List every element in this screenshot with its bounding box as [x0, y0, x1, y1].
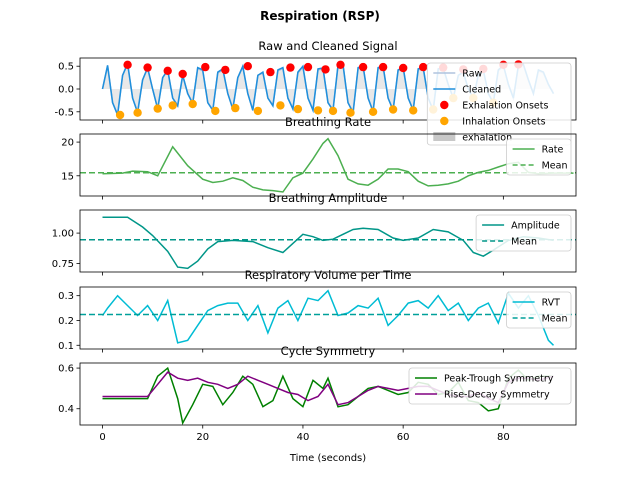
- x-tick-label: 20: [196, 432, 209, 443]
- legend-label: Exhalation Onsets: [462, 101, 548, 112]
- exhalation-onsets-point: [163, 66, 172, 76]
- panel-plot-area: [80, 289, 576, 346]
- exhalation-onsets-point: [201, 62, 210, 72]
- inhalation-onsets-point: [153, 104, 162, 113]
- legend: Amplitude Mean: [475, 214, 572, 252]
- y-tick-label: 1.00: [52, 229, 74, 240]
- exhalation-onsets-point: [286, 63, 295, 72]
- x-tick-label: 40: [297, 432, 310, 443]
- exhalation-onsets-point: [221, 65, 230, 75]
- panel-title: Respiratory Volume per Time: [245, 268, 412, 282]
- panel-title: Breathing Rate: [285, 115, 371, 129]
- y-tick-label: 20: [61, 138, 74, 149]
- legend-box: [475, 214, 572, 252]
- exhalation-onsets-point: [419, 62, 428, 72]
- legend-swatch: [433, 132, 456, 141]
- exhalation-onsets-point: [243, 61, 252, 71]
- inhalation-onsets-point: [346, 108, 355, 117]
- x-tick-label: 80: [497, 432, 510, 443]
- panel-frame: [79, 362, 577, 426]
- panel-frame: [79, 209, 577, 273]
- inhalation-onsets-point: [409, 106, 418, 115]
- y-tick-label: 0.6: [58, 364, 74, 375]
- inhalation-onsets-point: [276, 101, 285, 110]
- legend-label: Raw: [462, 69, 482, 80]
- legend-label: Mean: [511, 237, 537, 248]
- exhalation-onsets-point: [399, 63, 408, 73]
- exhalation-onsets-point: [303, 62, 313, 72]
- panel-frame: [79, 133, 577, 197]
- series-line-rate: [102, 137, 574, 193]
- inhalation-onsets-point: [253, 106, 263, 116]
- panel-title: Raw and Cleaned Signal: [258, 39, 397, 53]
- legend-label: Rise-Decay Symmetry: [444, 390, 550, 401]
- legend-label: RVT: [542, 298, 561, 309]
- legend: Peak-Trough Symmetry Rise-Decay Symmetry: [408, 367, 572, 405]
- x-tick-label: 60: [397, 432, 410, 443]
- legend-swatch: [440, 100, 449, 110]
- y-tick-label: 0.5: [58, 62, 74, 73]
- legend: Rate Mean: [506, 138, 572, 176]
- y-tick-label: 0.3: [58, 291, 74, 302]
- inhalation-onsets-point: [168, 101, 177, 110]
- legend-box: [506, 138, 572, 176]
- panel-plot-area: [80, 137, 576, 193]
- exhalation-onsets-point: [378, 62, 388, 72]
- y-tick-label: 15: [61, 171, 74, 182]
- figure-suptitle: Respiration (RSP): [260, 9, 380, 23]
- exhalation-onsets-point: [266, 67, 275, 77]
- inhalation-onsets-point: [328, 106, 338, 116]
- y-tick-label: -0.5: [54, 107, 74, 118]
- y-tick-label: 0.75: [52, 259, 74, 270]
- legend: RVT Mean: [506, 291, 572, 329]
- exhalation-onsets-point: [321, 65, 330, 74]
- panel-title: Breathing Amplitude: [269, 191, 388, 205]
- panel-title: Cycle Symmetry: [281, 344, 376, 358]
- y-tick-label: 0.2: [58, 316, 74, 327]
- exhalation-onsets-point: [123, 60, 132, 69]
- legend-label: Cleaned: [462, 85, 501, 96]
- exhalation-onsets-point: [358, 62, 368, 72]
- exhalation-onsets-point: [336, 60, 345, 69]
- exhalation-onsets-point: [143, 63, 152, 72]
- inhalation-onsets-point: [115, 110, 125, 120]
- legend-label: Rate: [542, 145, 564, 156]
- legend-label: Mean: [542, 161, 568, 172]
- y-tick-label: 0.1: [58, 341, 74, 352]
- inhalation-onsets-point: [133, 108, 142, 117]
- inhalation-onsets-point: [231, 103, 240, 113]
- legend-swatch: [440, 116, 449, 126]
- panel-plot-area: [80, 216, 576, 270]
- legend-label: Amplitude: [511, 221, 560, 232]
- legend-label: Peak-Trough Symmetry: [444, 374, 554, 385]
- legend-label: Mean: [542, 314, 568, 325]
- x-tick-label: 0: [99, 432, 105, 443]
- legend-box: [426, 62, 572, 146]
- exhalation-onsets-point: [178, 69, 187, 79]
- legend-box: [408, 367, 572, 405]
- y-tick-label: 0.4: [58, 404, 74, 415]
- legend: Raw Cleaned Exhalation Onsets Inhalation On…: [426, 62, 572, 146]
- legend-box: [506, 291, 572, 329]
- inhalation-onsets-point: [313, 106, 323, 115]
- series-line-rvt: [101, 289, 555, 346]
- panel-frame: [79, 286, 577, 350]
- inhalation-onsets-point: [188, 99, 197, 109]
- x-axis-label: Time (seconds): [289, 453, 366, 464]
- inhalation-onsets-point: [368, 107, 378, 117]
- inhalation-onsets-point: [211, 106, 220, 116]
- inhalation-onsets-point: [293, 104, 303, 114]
- legend-label: exhalation: [462, 133, 512, 144]
- legend-label: Inhalation Onsets: [462, 117, 545, 128]
- y-tick-label: 0.0: [58, 85, 74, 96]
- inhalation-onsets-point: [388, 105, 398, 114]
